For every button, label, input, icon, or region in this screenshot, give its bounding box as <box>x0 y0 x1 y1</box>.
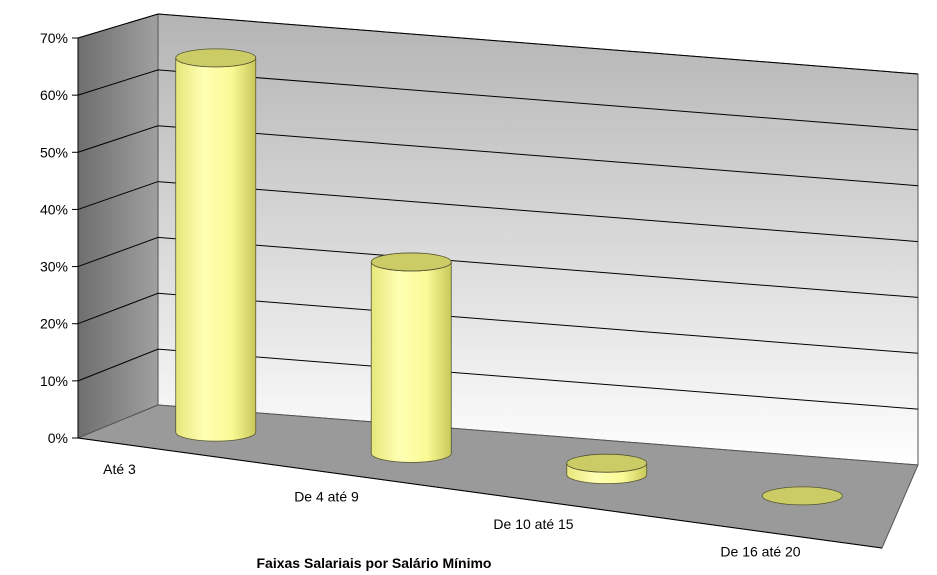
gridline <box>77 69 919 131</box>
back-wall <box>157 13 919 466</box>
bar-1 <box>175 48 257 442</box>
bar-top <box>566 453 648 473</box>
x-axis-line <box>77 437 883 549</box>
bar-2 <box>370 252 452 463</box>
x-category-label: De 16 até 20 <box>720 543 800 559</box>
y-tick-label: 70% <box>40 30 68 46</box>
gridline <box>77 125 919 187</box>
x-category-label: De 10 até 15 <box>493 516 573 532</box>
bar-top <box>175 48 257 68</box>
y-tick-label: 30% <box>40 259 68 275</box>
bar-3 <box>566 453 648 485</box>
gridline <box>77 292 919 354</box>
bar-top <box>370 252 452 272</box>
y-tick-label: 0% <box>48 430 68 446</box>
chart-bars <box>175 48 843 506</box>
bar-body <box>370 261 452 463</box>
y-tick-label: 60% <box>40 87 68 103</box>
x-axis-title: Faixas Salariais por Salário Mínimo <box>257 555 492 571</box>
bar-4 <box>761 486 843 506</box>
y-tick-label: 50% <box>40 144 68 160</box>
gridline <box>77 13 919 75</box>
chart-walls <box>76 13 919 549</box>
gridline <box>77 348 919 410</box>
bar-top <box>761 486 843 506</box>
x-category-label: De 4 até 9 <box>294 488 359 504</box>
x-category-label: Até 3 <box>103 461 136 477</box>
y-tick-label: 40% <box>40 201 68 217</box>
y-tick-label: 10% <box>40 373 68 389</box>
y-tick-label: 20% <box>40 316 68 332</box>
chart-axes <box>72 37 883 549</box>
side-wall <box>77 13 159 439</box>
bar-body <box>175 57 257 442</box>
chart-labels: 0% 10% 20% 30% 40% 50% 60% 70% Até 3 De 4 até 9 De… <box>40 30 801 559</box>
gridline <box>77 236 919 298</box>
chart-gridlines <box>77 13 919 410</box>
gridline <box>77 181 919 243</box>
